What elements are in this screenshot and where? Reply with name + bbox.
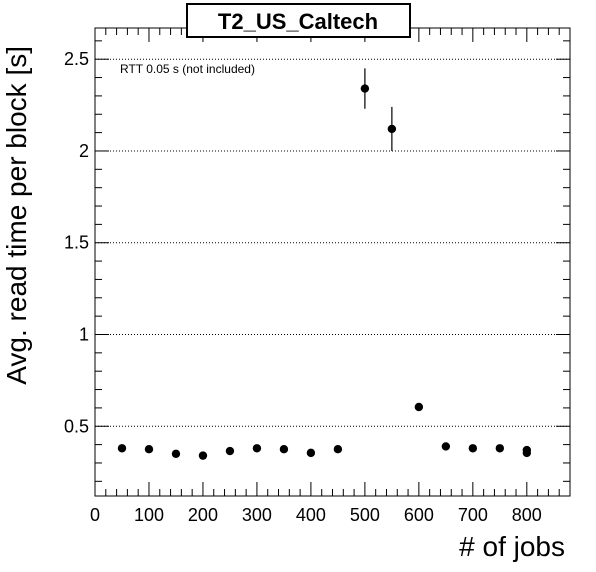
x-tick-label: 300 — [242, 505, 272, 525]
data-point — [468, 444, 478, 453]
data-point — [144, 445, 154, 454]
x-tick-label: 800 — [512, 505, 542, 525]
data-point — [306, 448, 316, 458]
x-tick-label: 600 — [404, 505, 434, 525]
grid-lines — [95, 58, 570, 427]
y-tick-label: 2.5 — [64, 49, 89, 69]
rtt-annotation: RTT 0.05 s (not included) — [120, 62, 255, 76]
data-point — [414, 402, 424, 412]
chart-title: T2_US_Caltech — [218, 9, 378, 34]
data-point — [333, 445, 343, 454]
data-point — [117, 444, 127, 453]
data-point — [279, 445, 289, 454]
x-tick-label: 100 — [134, 505, 164, 525]
y-tick-label: 2 — [79, 141, 89, 161]
data-point — [225, 446, 235, 456]
y-tick-label: 1.5 — [64, 233, 89, 253]
data-point — [198, 451, 208, 460]
data-point — [441, 442, 451, 451]
x-tick-label: 400 — [296, 505, 326, 525]
x-tick-label: 500 — [350, 505, 380, 525]
title-box: T2_US_Caltech — [186, 3, 411, 38]
data-points — [117, 68, 532, 460]
x-tick-label: 200 — [188, 505, 218, 525]
x-axis: 0 100 200 300 400 500 600 700 800 — [90, 28, 542, 525]
data-point — [252, 444, 262, 453]
data-point — [360, 84, 370, 93]
x-tick-label: 700 — [458, 505, 488, 525]
data-point — [495, 444, 505, 453]
data-point — [522, 448, 532, 458]
x-tick-label: 0 — [90, 505, 100, 525]
x-axis-title: # of jobs — [459, 531, 565, 562]
y-axis: 0.5 1 1.5 2 2.5 — [64, 49, 570, 436]
y-tick-label: 1 — [79, 324, 89, 344]
data-point — [387, 124, 397, 134]
title-box-frame — [186, 3, 411, 38]
y-tick-label: 0.5 — [64, 416, 89, 436]
y-axis-title: Avg. read time per block [s] — [1, 46, 32, 385]
data-point — [171, 449, 181, 458]
